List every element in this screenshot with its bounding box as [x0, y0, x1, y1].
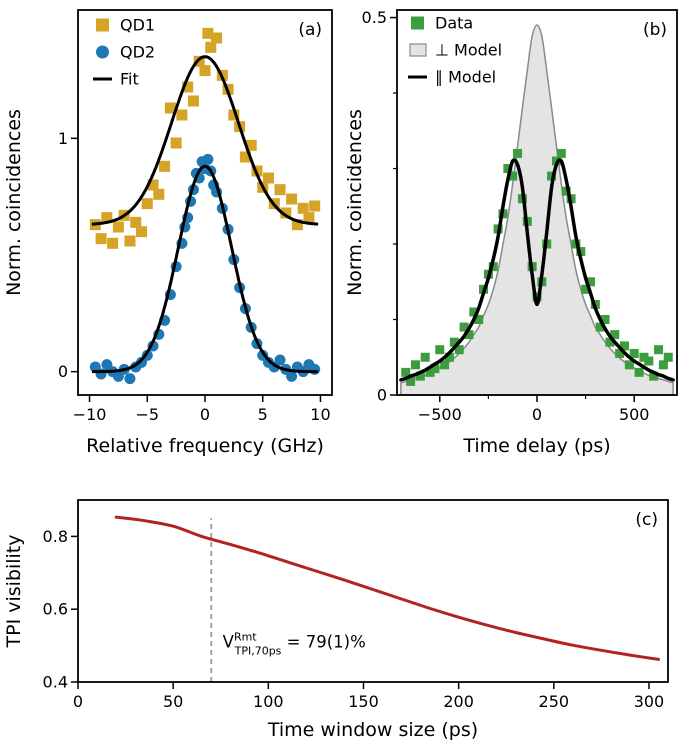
panel-label: (a) — [298, 20, 322, 40]
axis-ticks: −500 0 500 0 0.5 — [362, 8, 650, 424]
legend-label: ⊥ Model — [435, 41, 502, 60]
series-3-fit-qd2 — [91, 164, 319, 374]
legend-label: ∥ Model — [435, 68, 496, 87]
visibility-annotation: VRmt TPI,70ps = 79(1)% — [223, 630, 366, 657]
panel-a-svg: −10 −5 0 5 10 0 1 Relative frequency (GHz) Norm.… — [3, 9, 333, 457]
legend-swatch-circle — [96, 45, 109, 59]
svg-text:300: 300 — [634, 692, 665, 711]
series-1-qd2 — [89, 153, 321, 385]
legend-label: Data — [435, 14, 473, 33]
panel-b-svg: −500 0 500 0 0.5 Time delay (ps) Norm. coincid… — [344, 8, 678, 457]
y-axis-label: Norm. coincidences — [345, 109, 366, 296]
panel-c-svg: 0 50 100 150 200 250 300 0.4 0.6 0.8 Time window s… — [3, 499, 669, 741]
panel-label: (b) — [643, 20, 667, 40]
svg-text:0: 0 — [58, 362, 68, 381]
legend-swatch-square — [96, 18, 109, 32]
svg-text:5: 5 — [258, 405, 268, 424]
svg-text:100: 100 — [253, 692, 284, 711]
svg-text:200: 200 — [443, 692, 474, 711]
legend-label: QD2 — [120, 43, 155, 62]
legend-label: Fit — [120, 70, 139, 89]
svg-text:0.4: 0.4 — [43, 673, 68, 692]
panel-a-chart: −10 −5 0 5 10 0 1 Relative frequency (GHz) Norm.… — [0, 0, 345, 475]
series-0-tpi-visibility — [114, 515, 660, 661]
legend-swatch-area — [409, 43, 427, 57]
svg-text:250: 250 — [539, 692, 570, 711]
series-2-par-model — [399, 158, 675, 382]
svg-text:10: 10 — [310, 405, 330, 424]
legend-swatch-square — [411, 16, 424, 30]
series-2-fit-qd1 — [91, 55, 319, 226]
panel-b-chart: −500 0 500 0 0.5 Time delay (ps) Norm. coincid… — [344, 0, 685, 475]
svg-text:50: 50 — [163, 692, 183, 711]
x-axis-label: Time delay (ps) — [462, 435, 610, 457]
axis-ticks: −10 −5 0 5 10 0 1 — [58, 129, 331, 424]
legend: Data ⊥ Model ∥ Model — [408, 14, 502, 87]
panel-label: (c) — [635, 510, 658, 530]
svg-text:−500: −500 — [418, 405, 462, 424]
svg-text:0.8: 0.8 — [43, 527, 68, 546]
svg-text:1: 1 — [58, 129, 68, 148]
y-axis-label: TPI visibility — [3, 535, 25, 649]
svg-text:0: 0 — [200, 405, 210, 424]
panel-c-chart: 0 50 100 150 200 250 300 0.4 0.6 0.8 Time window s… — [0, 470, 685, 748]
svg-text:0: 0 — [377, 386, 387, 405]
svg-text:−5: −5 — [135, 405, 159, 424]
svg-text:0: 0 — [73, 692, 83, 711]
svg-text:0: 0 — [532, 405, 542, 424]
x-axis-label: Relative frequency (GHz) — [86, 435, 324, 457]
legend: QD1 QD2 Fit — [93, 16, 155, 89]
svg-text:150: 150 — [348, 692, 379, 711]
svg-text:−10: −10 — [73, 405, 107, 424]
legend-label: QD1 — [120, 16, 155, 35]
svg-text:0.5: 0.5 — [362, 8, 387, 27]
svg-text:0.6: 0.6 — [43, 600, 68, 619]
axes-frame — [77, 499, 669, 683]
svg-text:500: 500 — [619, 405, 650, 424]
x-axis-label: Time window size (ps) — [267, 719, 478, 741]
y-axis-label: Norm. coincidences — [3, 109, 25, 296]
axis-ticks: 0 50 100 150 200 250 300 0.4 0.6 0.8 — [43, 527, 665, 711]
